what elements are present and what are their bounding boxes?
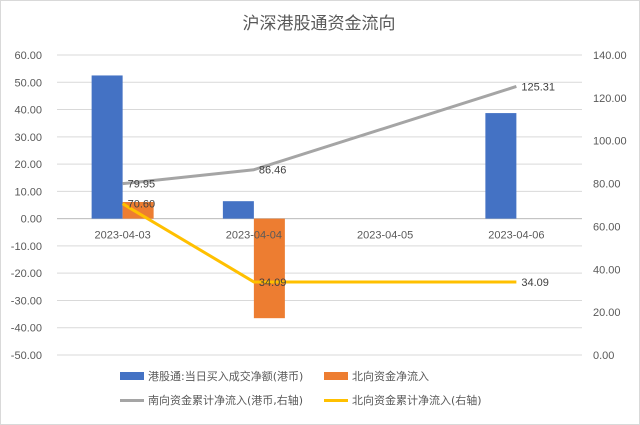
left-axis-tick-label: 0.00 [21, 214, 42, 226]
x-axis-tick-label: 2023-04-06 [488, 230, 544, 242]
left-axis-tick-label: -30.00 [11, 295, 42, 307]
legend-label: 南向资金累计净流入(港币,右轴) [148, 394, 304, 407]
right-axis-tick-label: 140.00 [593, 50, 627, 62]
right-axis-tick-label: 20.00 [593, 307, 621, 319]
left-axis-tick-label: 50.00 [14, 77, 42, 89]
x-axis-tick-label: 2023-04-05 [357, 230, 413, 242]
legend-swatch [324, 372, 348, 380]
series-line [121, 202, 517, 284]
right-axis-tick-label: 100.00 [593, 136, 627, 148]
left-axis-tick-label: -40.00 [11, 323, 42, 335]
bar [485, 113, 517, 219]
legend-label: 北向资金净流入 [352, 370, 429, 383]
x-axis-tick-label: 2023-04-03 [94, 230, 150, 242]
right-axis-tick-label: 60.00 [593, 221, 621, 233]
series-line [122, 85, 517, 186]
bar [222, 201, 254, 219]
plot-area: 60.00 50.00 40.00 30.00 20.00 10.00 0.00 -10.00… [11, 50, 627, 362]
data-label: 34.09 [259, 277, 287, 289]
x-axis-tick-label: 2023-04-04 [226, 230, 282, 242]
legend-item-line-southbound: 南向资金累计净流入(港币,右轴) [120, 392, 303, 408]
legend-swatch [120, 398, 144, 402]
data-label: 79.95 [128, 179, 156, 191]
left-axis-tick-label: -50.00 [11, 350, 42, 362]
data-label: 34.09 [521, 277, 549, 289]
legend-item-line-northbound: 北向资金累计净流入(右轴) [324, 392, 482, 408]
legend-swatch [324, 398, 348, 402]
legend-swatch [120, 372, 144, 380]
left-axis-tick-label: 40.00 [14, 105, 42, 117]
legend-item-bar-southbound: 港股通:当日买入成交净额(港币) [120, 368, 303, 384]
right-axis-tick-label: 120.00 [593, 93, 627, 105]
chart-title: 沪深港股通资金流向 [242, 14, 396, 34]
left-axis-tick-label: -20.00 [11, 268, 42, 280]
left-axis-tick-label: 10.00 [14, 186, 42, 198]
legend-label: 港股通:当日买入成交净额(港币) [148, 370, 304, 383]
right-axis-tick-label: 80.00 [593, 179, 621, 191]
right-axis-tick-label: 40.00 [593, 264, 621, 276]
bar [122, 202, 154, 219]
left-axis-tick-label: 20.00 [14, 159, 42, 171]
data-label: 125.31 [521, 81, 555, 93]
bar [253, 218, 285, 319]
left-axis-tick-label: 30.00 [14, 132, 42, 144]
right-axis-tick-label: 0.00 [593, 350, 614, 362]
left-axis-tick-label: 60.00 [14, 50, 42, 62]
left-axis-tick-label: -10.00 [11, 241, 42, 253]
data-label: 86.46 [259, 165, 287, 177]
bar [91, 75, 123, 219]
legend-item-bar-northbound: 北向资金净流入 [324, 368, 429, 384]
legend-label: 北向资金累计净流入(右轴) [352, 394, 482, 407]
data-label: 70.60 [128, 199, 156, 211]
